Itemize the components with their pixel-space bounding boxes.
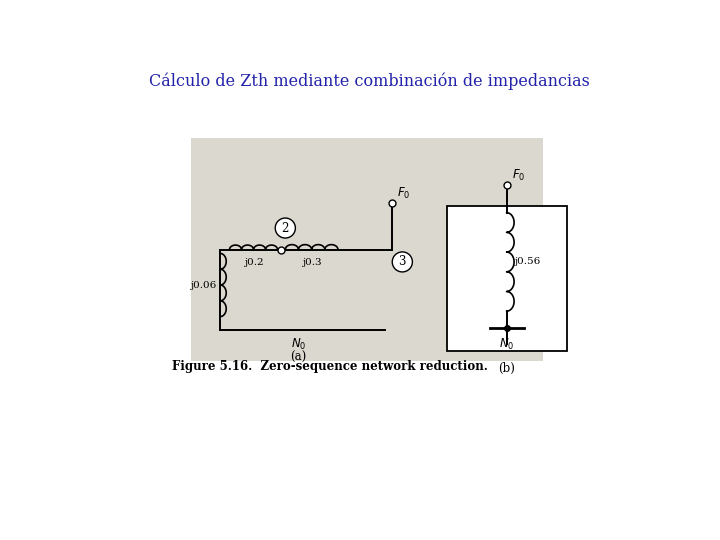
Text: 3: 3 bbox=[399, 255, 406, 268]
Text: 2: 2 bbox=[282, 221, 289, 234]
Text: j0.56: j0.56 bbox=[514, 258, 541, 266]
Text: $N_0$: $N_0$ bbox=[291, 336, 306, 352]
Text: (b): (b) bbox=[498, 362, 515, 375]
Text: $F_0$: $F_0$ bbox=[512, 168, 526, 184]
Text: $F_0$: $F_0$ bbox=[397, 186, 410, 201]
Text: j0.06: j0.06 bbox=[190, 280, 216, 289]
Bar bbox=[191, 138, 544, 361]
Bar bbox=[446, 206, 567, 351]
Circle shape bbox=[275, 218, 295, 238]
Text: Cálculo de Zth mediante combinación de impedancias: Cálculo de Zth mediante combinación de i… bbox=[148, 73, 590, 91]
Text: (a): (a) bbox=[290, 350, 307, 363]
Text: j0.3: j0.3 bbox=[302, 258, 321, 267]
Text: $N_0$: $N_0$ bbox=[499, 338, 514, 353]
Text: Figure 5.16.  Zero-sequence network reduction.: Figure 5.16. Zero-sequence network reduc… bbox=[172, 360, 488, 373]
Text: j0.2: j0.2 bbox=[243, 258, 264, 267]
Circle shape bbox=[392, 252, 413, 272]
